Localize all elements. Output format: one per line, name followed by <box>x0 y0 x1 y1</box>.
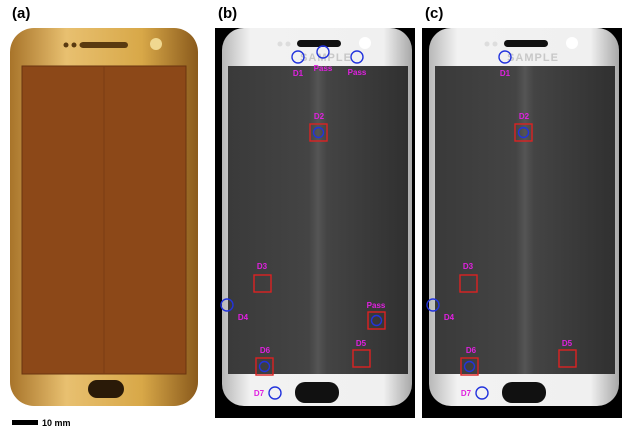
annotation-label: D6 <box>466 346 477 355</box>
annotation-label: D4 <box>238 313 249 322</box>
watermark: SAMPLE <box>300 52 352 64</box>
annotation-label: D1 <box>293 69 304 78</box>
annotation-label: D7 <box>461 389 472 398</box>
phone-a <box>10 28 198 406</box>
annotation-label: D2 <box>314 112 325 121</box>
figure: (a) (b) SAMPLE D1 Pass Pass D2 D3 D4 Pas… <box>0 0 624 432</box>
annotation-label: D3 <box>257 262 268 271</box>
panel-label: (a) <box>12 5 30 22</box>
annotation-label: D4 <box>444 313 455 322</box>
annotation-label: Pass <box>314 64 333 73</box>
annotation-label: Pass <box>367 301 386 310</box>
annotation-label: D5 <box>356 339 367 348</box>
watermark: SAMPLE <box>507 52 559 64</box>
annotation-label: D2 <box>519 112 530 121</box>
phone-b: SAMPLE <box>222 28 412 406</box>
panel-label: (b) <box>218 5 237 22</box>
scale-bar-label: 10 mm <box>42 418 71 428</box>
annotation-label: D5 <box>562 339 573 348</box>
annotation-label: D6 <box>260 346 271 355</box>
scale-bar <box>12 420 38 425</box>
annotation-label: D1 <box>500 69 511 78</box>
panel-label: (c) <box>425 5 443 22</box>
annotation-label: D7 <box>254 389 265 398</box>
phone-c: SAMPLE <box>429 28 619 406</box>
annotation-label: D3 <box>463 262 474 271</box>
annotation-label: Pass <box>348 68 367 77</box>
